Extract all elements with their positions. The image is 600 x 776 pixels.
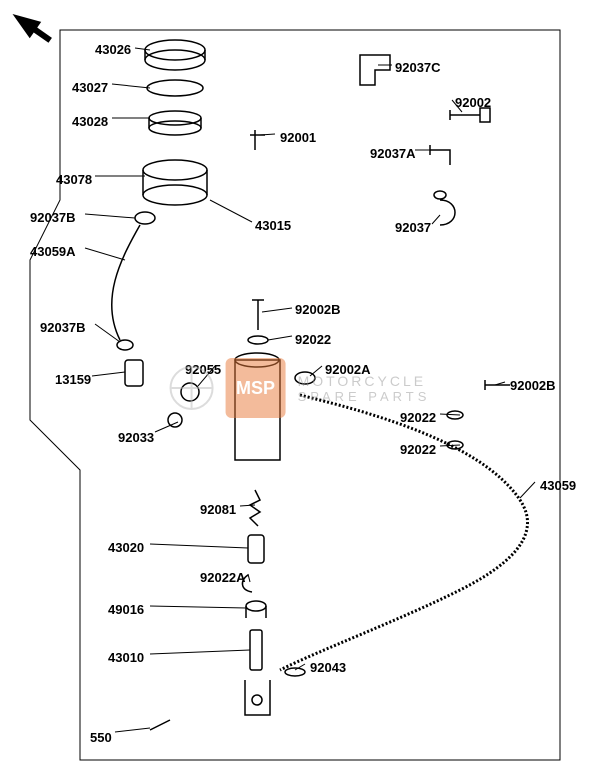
part-ref-label: 92033 — [118, 430, 154, 445]
part-ref-label: 92002B — [295, 302, 341, 317]
part-ref-label: 92055 — [185, 362, 221, 377]
part-ref-label: 92037B — [30, 210, 76, 225]
part-ref-label: 43059A — [30, 244, 76, 259]
part-ref-label: 92037B — [40, 320, 86, 335]
parts-diagram: 43026 43027 43028 92001 92037C 92002 920… — [0, 0, 600, 776]
part-ref-label: 92037 — [395, 220, 431, 235]
part-ref-label: 92037A — [370, 146, 416, 161]
part-ref-label: 43026 — [95, 42, 131, 57]
part-ref-label: 92002A — [325, 362, 371, 377]
part-ref-label: 92002 — [455, 95, 491, 110]
part-ref-label: 43027 — [72, 80, 108, 95]
part-ref-label: 92022 — [400, 442, 436, 457]
part-ref-label: 550 — [90, 730, 112, 745]
part-ref-label: 92022 — [400, 410, 436, 425]
part-ref-label: 92037C — [395, 60, 441, 75]
part-ref-label: 92081 — [200, 502, 236, 517]
part-ref-label: 13159 — [55, 372, 91, 387]
part-ref-label: 43078 — [56, 172, 92, 187]
part-ref-label: 92001 — [280, 130, 316, 145]
part-ref-label: 92002B — [510, 378, 556, 393]
part-ref-label: 43015 — [255, 218, 291, 233]
part-ref-label: 49016 — [108, 602, 144, 617]
part-ref-label: 43028 — [72, 114, 108, 129]
part-ref-label: 43010 — [108, 650, 144, 665]
part-ref-label: 43059 — [540, 478, 576, 493]
part-ref-label: 92043 — [310, 660, 346, 675]
part-ref-label: 43020 — [108, 540, 144, 555]
part-ref-label: 92022A — [200, 570, 246, 585]
part-ref-label: 92022 — [295, 332, 331, 347]
